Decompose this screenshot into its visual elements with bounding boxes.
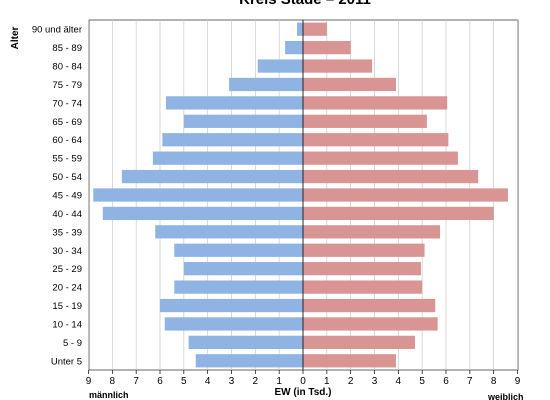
x-tick-label: 4 bbox=[205, 376, 211, 387]
category-label: 25 - 29 bbox=[52, 264, 82, 275]
bar-female bbox=[303, 280, 423, 294]
category-label: 75 - 79 bbox=[52, 80, 82, 91]
bar-female bbox=[303, 317, 438, 331]
bar-female bbox=[303, 225, 441, 239]
x-tick-label: 4 bbox=[396, 376, 402, 387]
x-tick-label: 2 bbox=[348, 376, 354, 387]
category-label: 65 - 69 bbox=[52, 117, 82, 128]
bar-male bbox=[160, 298, 303, 313]
category-label: 80 - 84 bbox=[52, 62, 82, 73]
category-label: 90 und älter bbox=[32, 25, 82, 36]
bar-male bbox=[165, 96, 303, 110]
bar-male bbox=[121, 169, 303, 184]
bar-female bbox=[303, 77, 396, 92]
bar-female bbox=[303, 188, 508, 202]
x-tick-label: 6 bbox=[157, 376, 163, 387]
bar-male bbox=[257, 59, 303, 73]
bar-male bbox=[174, 280, 303, 294]
category-label: 10 - 14 bbox=[52, 319, 82, 330]
x-tick-label: 8 bbox=[110, 376, 116, 387]
x-tick-label: 5 bbox=[181, 376, 187, 387]
bar-male bbox=[164, 317, 303, 331]
bar-female bbox=[303, 206, 494, 221]
x-tick-label: 2 bbox=[253, 376, 259, 387]
x-tick-label: 3 bbox=[229, 376, 235, 387]
x-tick-label: 6 bbox=[443, 376, 449, 387]
category-label: 60 - 64 bbox=[52, 135, 82, 146]
x-tick-label: 5 bbox=[419, 376, 425, 387]
category-label: 70 - 74 bbox=[52, 98, 82, 109]
bar-female bbox=[303, 262, 421, 276]
x-tick-labels: 9 8 7 6 5 4 3 2 1 0 1 2 3 4 5 6 7 8 9 bbox=[86, 370, 521, 387]
bar-male bbox=[285, 41, 303, 55]
bar-female bbox=[303, 298, 436, 313]
category-label: 40 - 44 bbox=[52, 209, 82, 220]
x-tick-label: 9 bbox=[86, 376, 92, 387]
y-axis-label: Alter bbox=[10, 27, 21, 50]
bar-male bbox=[229, 77, 303, 92]
bar-female bbox=[303, 22, 327, 36]
x-tick-label: 3 bbox=[372, 376, 378, 387]
category-label: 15 - 19 bbox=[52, 301, 82, 312]
bar-female bbox=[303, 133, 449, 147]
bar-male bbox=[297, 22, 303, 36]
bar-male bbox=[152, 151, 303, 165]
bar-female bbox=[303, 59, 373, 73]
bar-male bbox=[93, 188, 304, 202]
category-label: 30 - 34 bbox=[52, 246, 82, 257]
bars-group bbox=[93, 22, 508, 368]
category-label: 5 - 9 bbox=[63, 338, 82, 349]
bar-male bbox=[195, 354, 303, 368]
bar-female bbox=[303, 335, 416, 349]
female-label: weiblich bbox=[487, 392, 524, 400]
x-axis-label: EW (in Tsd.) bbox=[274, 387, 331, 398]
category-label: 50 - 54 bbox=[52, 172, 82, 183]
category-label: 55 - 59 bbox=[52, 154, 82, 165]
bar-female bbox=[303, 114, 427, 128]
male-label: männlich bbox=[89, 390, 129, 400]
bar-male bbox=[155, 225, 303, 239]
x-tick-label: 7 bbox=[467, 376, 473, 387]
bar-male bbox=[183, 262, 303, 276]
bar-male bbox=[102, 206, 303, 221]
x-tick-label: 1 bbox=[276, 376, 282, 387]
bar-female bbox=[303, 354, 396, 368]
bar-male bbox=[174, 243, 303, 257]
category-label: 45 - 49 bbox=[52, 191, 82, 202]
bar-male bbox=[183, 114, 303, 128]
bar-female bbox=[303, 41, 351, 55]
category-label: 85 - 89 bbox=[52, 43, 82, 54]
bar-male bbox=[162, 133, 303, 147]
category-labels: 90 und älter 85 - 89 80 - 84 75 - 79 70 - 74… bbox=[32, 25, 82, 368]
x-tick-label: 7 bbox=[133, 376, 139, 387]
category-label: 35 - 39 bbox=[52, 227, 82, 238]
bar-female bbox=[303, 96, 448, 110]
bar-male bbox=[188, 335, 303, 349]
category-label: Unter 5 bbox=[51, 356, 82, 367]
x-tick-label: 9 bbox=[515, 376, 521, 387]
chart-title: Kreis Stade – 2011 bbox=[239, 0, 371, 8]
x-tick-label: 8 bbox=[491, 376, 497, 387]
bar-female bbox=[303, 169, 479, 184]
bar-female bbox=[303, 243, 425, 257]
x-tick-label: 1 bbox=[324, 376, 330, 387]
x-tick-label: 0 bbox=[300, 376, 306, 387]
category-label: 20 - 24 bbox=[52, 283, 82, 294]
bar-female bbox=[303, 151, 458, 165]
